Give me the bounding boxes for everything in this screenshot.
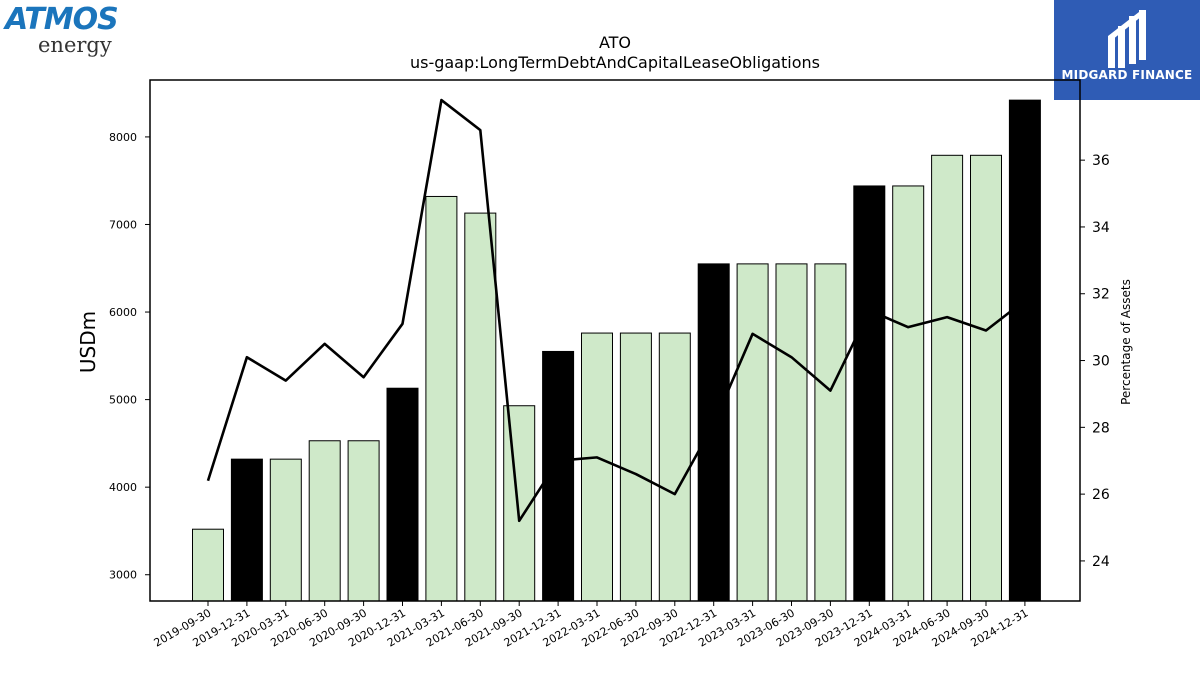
bar-2019-09-30	[192, 528, 224, 602]
bar-2024-09-30	[970, 154, 1002, 602]
y-axis-label: USDm	[76, 311, 100, 373]
bar-2022-09-30	[658, 332, 691, 602]
company-logo-wordmark: ATMOS	[5, 2, 119, 37]
bar-2023-06-30	[775, 263, 808, 602]
bar-2022-12-31	[697, 263, 730, 602]
bar-2024-03-31	[892, 185, 925, 602]
percentage-of-assets-line	[206, 98, 1026, 523]
y-tick-label: 5000	[109, 394, 137, 407]
bar-2022-06-30	[619, 332, 652, 602]
y2-tick-label: 26	[1092, 487, 1110, 503]
y2-tick-label: 24	[1092, 554, 1110, 570]
bar-2023-12-31	[853, 185, 886, 602]
bar-2020-12-31	[386, 387, 419, 602]
bar-2019-12-31	[230, 458, 263, 602]
bar-2021-03-31	[425, 195, 458, 602]
y2-axis-label: Percentage of Assets	[1119, 279, 1133, 405]
y2-tick-label: 34	[1092, 220, 1110, 236]
atmos-energy-logo: ATMOS energy	[5, 4, 130, 60]
midgard-finance-logo: MIDGARD FINANCE	[1054, 0, 1200, 100]
y2-tick-label: 36	[1092, 153, 1110, 169]
y-tick-label: 3000	[109, 569, 137, 582]
line-series	[206, 98, 1026, 523]
bar-2020-03-31	[269, 458, 302, 602]
chart-title: ATO	[599, 33, 631, 52]
bar-2020-09-30	[347, 440, 380, 602]
bar-2024-06-30	[931, 154, 964, 602]
bar-2023-03-31	[736, 263, 769, 602]
y2-tick-label: 28	[1092, 420, 1110, 436]
y2-tick-label: 30	[1092, 354, 1110, 370]
plot-frame	[149, 79, 1081, 602]
bar-2021-06-30	[464, 212, 497, 602]
y-tick-label: 4000	[109, 481, 137, 494]
company-logo-subtext: energy	[38, 33, 112, 57]
bar-2023-09-30	[814, 263, 847, 602]
bar-2020-06-30	[308, 440, 341, 602]
bar-series	[192, 99, 1041, 602]
bar-2022-03-31	[581, 332, 613, 602]
midgard-logo-icon	[1108, 10, 1146, 68]
bar-2024-12-31	[1008, 99, 1041, 602]
y-tick-label: 7000	[109, 218, 137, 231]
chart-subtitle: us-gaap:LongTermDebtAndCapitalLeaseOblig…	[410, 53, 820, 72]
y-tick-label: 8000	[109, 131, 137, 144]
publisher-name: MIDGARD FINANCE	[1061, 68, 1193, 82]
y2-tick-label: 32	[1092, 287, 1110, 303]
y-tick-label: 6000	[109, 306, 137, 319]
